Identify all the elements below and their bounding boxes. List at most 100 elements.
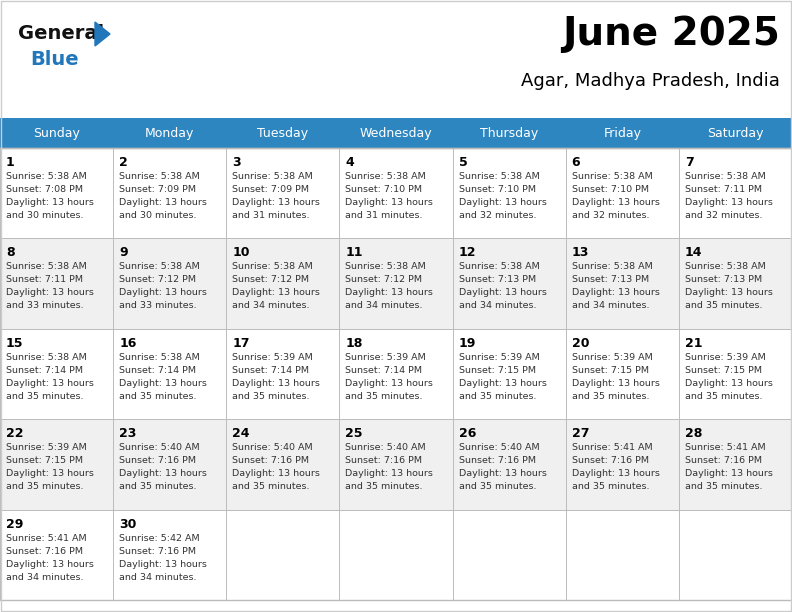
Text: Sunrise: 5:40 AM: Sunrise: 5:40 AM xyxy=(345,443,426,452)
Text: 15: 15 xyxy=(6,337,24,350)
Text: 8: 8 xyxy=(6,247,14,259)
Text: 9: 9 xyxy=(119,247,128,259)
Text: Sunset: 7:14 PM: Sunset: 7:14 PM xyxy=(232,366,310,375)
Text: Daylight: 13 hours: Daylight: 13 hours xyxy=(345,288,433,297)
Text: and 34 minutes.: and 34 minutes. xyxy=(6,573,83,581)
Text: and 35 minutes.: and 35 minutes. xyxy=(685,392,763,401)
Text: Friday: Friday xyxy=(604,127,642,140)
Text: Sunrise: 5:38 AM: Sunrise: 5:38 AM xyxy=(459,263,539,271)
Text: Sunrise: 5:38 AM: Sunrise: 5:38 AM xyxy=(685,172,766,181)
Text: and 31 minutes.: and 31 minutes. xyxy=(232,211,310,220)
Text: Saturday: Saturday xyxy=(707,127,763,140)
Text: Sunset: 7:16 PM: Sunset: 7:16 PM xyxy=(232,456,310,465)
Text: Sunrise: 5:39 AM: Sunrise: 5:39 AM xyxy=(459,353,539,362)
Text: 10: 10 xyxy=(232,247,249,259)
Text: Daylight: 13 hours: Daylight: 13 hours xyxy=(6,469,94,478)
Text: 17: 17 xyxy=(232,337,249,350)
Text: Sunset: 7:10 PM: Sunset: 7:10 PM xyxy=(572,185,649,194)
Text: 5: 5 xyxy=(459,156,467,169)
Text: 25: 25 xyxy=(345,427,363,440)
Text: Sunrise: 5:38 AM: Sunrise: 5:38 AM xyxy=(572,263,653,271)
Text: 23: 23 xyxy=(119,427,136,440)
Text: June 2025: June 2025 xyxy=(562,15,780,53)
Text: #111111: #111111 xyxy=(18,21,25,22)
Text: Daylight: 13 hours: Daylight: 13 hours xyxy=(459,288,546,297)
Text: Daylight: 13 hours: Daylight: 13 hours xyxy=(685,198,773,207)
Text: Sunrise: 5:38 AM: Sunrise: 5:38 AM xyxy=(119,172,200,181)
Text: Sunrise: 5:38 AM: Sunrise: 5:38 AM xyxy=(459,172,539,181)
Polygon shape xyxy=(95,22,110,46)
Text: and 35 minutes.: and 35 minutes. xyxy=(459,482,536,491)
Text: Sunset: 7:16 PM: Sunset: 7:16 PM xyxy=(119,456,196,465)
Text: Sunrise: 5:38 AM: Sunrise: 5:38 AM xyxy=(685,263,766,271)
Text: and 34 minutes.: and 34 minutes. xyxy=(572,301,649,310)
Text: and 35 minutes.: and 35 minutes. xyxy=(459,392,536,401)
Text: and 33 minutes.: and 33 minutes. xyxy=(6,301,84,310)
Text: Sunrise: 5:41 AM: Sunrise: 5:41 AM xyxy=(572,443,653,452)
Text: Daylight: 13 hours: Daylight: 13 hours xyxy=(232,379,320,388)
Text: 4: 4 xyxy=(345,156,354,169)
Text: Sunset: 7:11 PM: Sunset: 7:11 PM xyxy=(6,275,83,285)
Text: Sunset: 7:10 PM: Sunset: 7:10 PM xyxy=(345,185,422,194)
Text: Sunrise: 5:39 AM: Sunrise: 5:39 AM xyxy=(345,353,426,362)
Text: Daylight: 13 hours: Daylight: 13 hours xyxy=(345,469,433,478)
Text: and 34 minutes.: and 34 minutes. xyxy=(232,301,310,310)
Text: 27: 27 xyxy=(572,427,589,440)
Text: Daylight: 13 hours: Daylight: 13 hours xyxy=(6,559,94,569)
Text: 30: 30 xyxy=(119,518,136,531)
Text: Sunrise: 5:38 AM: Sunrise: 5:38 AM xyxy=(232,172,313,181)
Text: and 35 minutes.: and 35 minutes. xyxy=(232,392,310,401)
Text: Monday: Monday xyxy=(145,127,194,140)
Text: Daylight: 13 hours: Daylight: 13 hours xyxy=(572,198,660,207)
Text: Sunrise: 5:38 AM: Sunrise: 5:38 AM xyxy=(119,263,200,271)
Text: 1: 1 xyxy=(6,156,15,169)
Text: Sunset: 7:14 PM: Sunset: 7:14 PM xyxy=(345,366,422,375)
Text: Sunrise: 5:38 AM: Sunrise: 5:38 AM xyxy=(6,263,87,271)
Text: Sunrise: 5:39 AM: Sunrise: 5:39 AM xyxy=(685,353,766,362)
Text: and 35 minutes.: and 35 minutes. xyxy=(572,392,649,401)
Text: Sunset: 7:13 PM: Sunset: 7:13 PM xyxy=(459,275,535,285)
Text: Sunset: 7:14 PM: Sunset: 7:14 PM xyxy=(6,366,83,375)
Text: Daylight: 13 hours: Daylight: 13 hours xyxy=(119,288,207,297)
Text: 14: 14 xyxy=(685,247,703,259)
Text: Sunset: 7:16 PM: Sunset: 7:16 PM xyxy=(6,547,83,556)
Text: Sunset: 7:08 PM: Sunset: 7:08 PM xyxy=(6,185,83,194)
Text: Sunset: 7:15 PM: Sunset: 7:15 PM xyxy=(459,366,535,375)
Text: and 33 minutes.: and 33 minutes. xyxy=(119,301,196,310)
Text: 21: 21 xyxy=(685,337,703,350)
Text: and 32 minutes.: and 32 minutes. xyxy=(685,211,763,220)
Text: and 30 minutes.: and 30 minutes. xyxy=(6,211,83,220)
Text: Daylight: 13 hours: Daylight: 13 hours xyxy=(572,469,660,478)
Bar xyxy=(0,118,792,148)
Text: Sunday: Sunday xyxy=(33,127,80,140)
Text: and 35 minutes.: and 35 minutes. xyxy=(685,301,763,310)
Text: 18: 18 xyxy=(345,337,363,350)
Bar xyxy=(0,329,792,419)
Text: Sunrise: 5:38 AM: Sunrise: 5:38 AM xyxy=(6,353,87,362)
Text: Daylight: 13 hours: Daylight: 13 hours xyxy=(572,379,660,388)
Text: Sunrise: 5:40 AM: Sunrise: 5:40 AM xyxy=(459,443,539,452)
Text: Daylight: 13 hours: Daylight: 13 hours xyxy=(572,288,660,297)
Text: 19: 19 xyxy=(459,337,476,350)
Text: Sunrise: 5:41 AM: Sunrise: 5:41 AM xyxy=(685,443,766,452)
Text: 20: 20 xyxy=(572,337,589,350)
Text: 28: 28 xyxy=(685,427,703,440)
Text: Sunset: 7:09 PM: Sunset: 7:09 PM xyxy=(119,185,196,194)
Text: Sunset: 7:10 PM: Sunset: 7:10 PM xyxy=(459,185,535,194)
Text: 24: 24 xyxy=(232,427,249,440)
Text: Sunrise: 5:38 AM: Sunrise: 5:38 AM xyxy=(345,172,426,181)
Text: Sunset: 7:16 PM: Sunset: 7:16 PM xyxy=(459,456,535,465)
Bar xyxy=(0,510,792,600)
Text: Blue: Blue xyxy=(30,50,78,69)
Text: and 35 minutes.: and 35 minutes. xyxy=(572,482,649,491)
Text: Daylight: 13 hours: Daylight: 13 hours xyxy=(459,469,546,478)
Bar xyxy=(0,419,792,510)
Text: General: General xyxy=(18,24,104,43)
Text: Sunset: 7:15 PM: Sunset: 7:15 PM xyxy=(6,456,83,465)
Text: Daylight: 13 hours: Daylight: 13 hours xyxy=(459,379,546,388)
Text: 12: 12 xyxy=(459,247,476,259)
Text: and 35 minutes.: and 35 minutes. xyxy=(6,482,83,491)
Text: Daylight: 13 hours: Daylight: 13 hours xyxy=(685,379,773,388)
Text: Sunrise: 5:38 AM: Sunrise: 5:38 AM xyxy=(119,353,200,362)
Text: and 34 minutes.: and 34 minutes. xyxy=(459,301,536,310)
